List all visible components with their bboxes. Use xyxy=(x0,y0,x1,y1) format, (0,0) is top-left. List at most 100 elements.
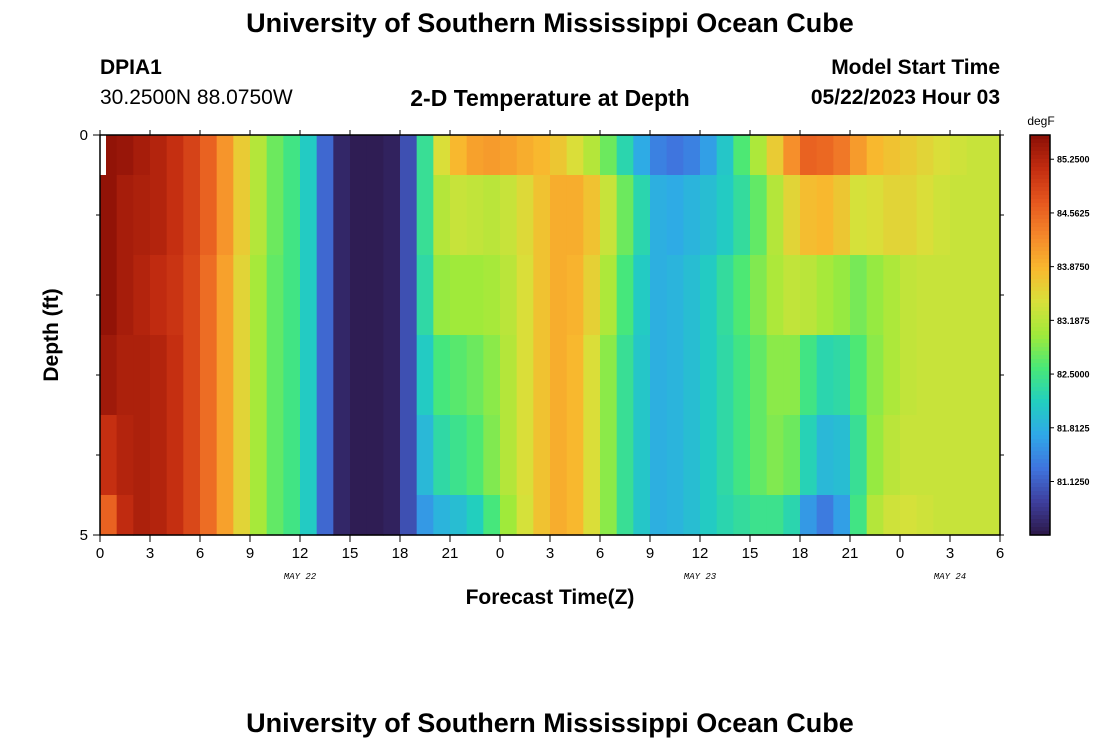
heatmap-cell xyxy=(700,495,718,536)
heatmap-cell xyxy=(683,135,701,176)
heatmap-cell xyxy=(850,335,868,416)
heatmap-cell xyxy=(900,335,918,416)
heatmap-cell xyxy=(450,175,468,256)
heatmap-cell xyxy=(183,175,201,256)
heatmap-cell xyxy=(816,415,834,496)
colorbar-segment xyxy=(1030,443,1050,448)
heatmap-cell xyxy=(766,255,784,336)
heatmap-cell xyxy=(716,175,734,256)
colorbar-segment xyxy=(1030,167,1050,172)
colorbar-segment xyxy=(1030,179,1050,184)
heatmap-cell xyxy=(866,175,884,256)
heatmap-cell xyxy=(616,495,634,536)
colorbar-segment xyxy=(1030,267,1050,272)
x-tick-label: 3 xyxy=(146,545,154,562)
colorbar-segment xyxy=(1030,139,1050,144)
x-tick-label: 15 xyxy=(342,545,359,562)
heatmap-cell xyxy=(750,255,768,336)
heatmap-cell xyxy=(433,495,451,536)
heatmap-cell xyxy=(466,415,484,496)
heatmap-cell xyxy=(150,135,168,176)
heatmap-cell xyxy=(350,135,368,176)
heatmap-cell xyxy=(416,135,434,176)
heatmap-cell xyxy=(200,495,218,536)
heatmap-cell xyxy=(300,415,318,496)
heatmap-cell xyxy=(766,415,784,496)
colorbar: degF 85.2500 84.5625 83.8750 83.1875 82.5000 8… xyxy=(1027,114,1090,536)
station-coordinates: 30.2500N 88.0750W xyxy=(100,86,293,109)
heatmap-cell xyxy=(766,495,784,536)
heatmap-cell xyxy=(766,335,784,416)
heatmap-cell xyxy=(566,415,584,496)
colorbar-segment xyxy=(1030,387,1050,392)
heatmap-cell xyxy=(566,175,584,256)
heatmap-cell xyxy=(716,415,734,496)
colorbar-segment xyxy=(1030,263,1050,268)
colorbar-segment xyxy=(1030,135,1050,140)
colorbar-segment xyxy=(1030,391,1050,396)
colorbar-segment xyxy=(1030,271,1050,276)
heatmap-cell xyxy=(133,415,151,496)
heatmap-cell xyxy=(916,255,934,336)
x-tick-label: 18 xyxy=(792,545,809,562)
heatmap-cell xyxy=(216,335,234,416)
heatmap-cell xyxy=(183,495,201,536)
heatmap-cell xyxy=(166,135,184,176)
heatmap-cell xyxy=(500,255,518,336)
heatmap-cell xyxy=(850,495,868,536)
heatmap-cell xyxy=(816,255,834,336)
x-tick-label: 9 xyxy=(246,545,254,562)
x-tick-label: 21 xyxy=(842,545,859,562)
heatmap-cell xyxy=(133,495,151,536)
colorbar-segment xyxy=(1030,247,1050,252)
page-title-repeat: University of Southern Mississippi Ocean… xyxy=(246,708,854,738)
heatmap-cell xyxy=(400,175,418,256)
heatmap-cell xyxy=(633,175,651,256)
heatmap-cell xyxy=(433,255,451,336)
heatmap-cell xyxy=(100,415,118,496)
heatmap-cell xyxy=(266,255,284,336)
heatmap-cell xyxy=(233,175,251,256)
heatmap-cell xyxy=(883,335,901,416)
heatmap-cell xyxy=(283,175,301,256)
heatmap-cell xyxy=(750,335,768,416)
heatmap-cell xyxy=(966,335,984,416)
heatmap-cell xyxy=(416,415,434,496)
heatmap-cell xyxy=(133,335,151,416)
colorbar-segment xyxy=(1030,147,1050,152)
heatmap-cell xyxy=(933,495,951,536)
colorbar-segment xyxy=(1030,463,1050,468)
heatmap-cell xyxy=(583,175,601,256)
heatmap-cell xyxy=(550,135,568,176)
colorbar-segment xyxy=(1030,199,1050,204)
y-axis-title: Depth (ft) xyxy=(40,288,63,381)
colorbar-segment xyxy=(1030,191,1050,196)
heatmap-cell xyxy=(966,495,984,536)
heatmap-cell xyxy=(716,495,734,536)
heatmap-cell xyxy=(233,415,251,496)
heatmap-cell xyxy=(900,135,918,176)
heatmap-cell xyxy=(116,255,134,336)
heatmap-cell xyxy=(683,415,701,496)
colorbar-segment xyxy=(1030,163,1050,168)
heatmap-cell xyxy=(483,135,501,176)
heatmap-cell xyxy=(450,255,468,336)
heatmap-cell xyxy=(583,255,601,336)
heatmap-cell xyxy=(983,335,1001,416)
colorbar-segment xyxy=(1030,423,1050,428)
heatmap-cell xyxy=(616,335,634,416)
colorbar-segment xyxy=(1030,187,1050,192)
heatmap-cell xyxy=(750,495,768,536)
colorbar-segment xyxy=(1030,411,1050,416)
colorbar-segment xyxy=(1030,279,1050,284)
heatmap-cell xyxy=(600,135,618,176)
heatmap-cell xyxy=(183,335,201,416)
heatmap-cell xyxy=(816,135,834,176)
colorbar-frame xyxy=(1029,134,1051,536)
heatmap-cell xyxy=(666,335,684,416)
colorbar-segment xyxy=(1030,431,1050,436)
heatmap-cell xyxy=(783,415,801,496)
heatmap-cell xyxy=(316,175,334,256)
heatmap-cell xyxy=(216,415,234,496)
